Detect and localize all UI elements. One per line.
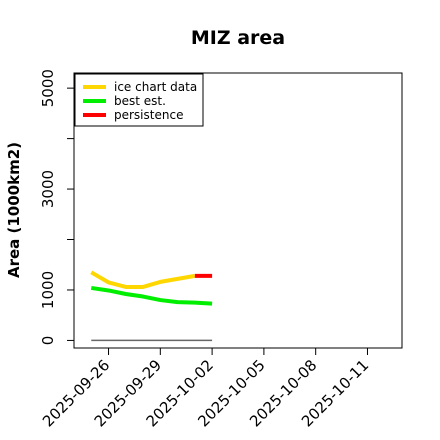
y-tick-label: 3000 [39,170,57,208]
chart-title: MIZ area [191,27,285,49]
y-tick-label: 1000 [39,271,57,309]
y-tick-label: 0 [39,336,57,346]
legend-label: ice chart data [114,80,197,94]
legend-label: persistence [114,108,183,122]
series-line-ice-chart-data [90,270,196,289]
y-axis-label: Area (1000km2) [5,142,23,278]
legend-label: best est. [114,94,166,108]
y-tick-label: 5000 [39,69,57,107]
series-line-best-est [90,285,213,306]
plot-frame [73,72,403,349]
